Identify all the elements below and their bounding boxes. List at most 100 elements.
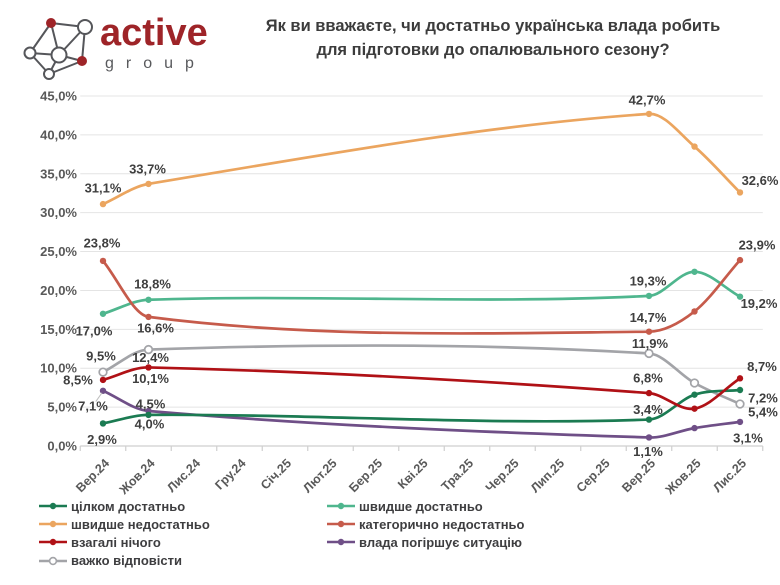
data-label: 31,1% bbox=[85, 181, 122, 196]
legend-label: влада погіршує ситуацію bbox=[359, 534, 522, 550]
data-point-marker bbox=[99, 376, 107, 384]
data-label: 14,7% bbox=[630, 310, 667, 325]
data-label: 3,1% bbox=[733, 430, 763, 445]
y-axis-label: 10,0% bbox=[40, 361, 77, 376]
data-point-marker bbox=[736, 293, 744, 300]
data-label: 7,1% bbox=[78, 398, 108, 413]
logo-sub-text: group bbox=[105, 55, 206, 72]
data-point-marker bbox=[644, 348, 654, 359]
data-label: 19,3% bbox=[630, 273, 667, 288]
legend-item: важко відповісти bbox=[38, 552, 210, 570]
logo-text: active group bbox=[100, 14, 208, 73]
y-axis-label: 45,0% bbox=[40, 88, 77, 103]
network-logo-icon bbox=[23, 18, 93, 80]
legend-label: швидше недостатньо bbox=[71, 516, 210, 532]
x-axis-label: Лис.25 bbox=[710, 456, 749, 495]
data-point-marker bbox=[691, 308, 698, 315]
data-point-marker bbox=[735, 399, 745, 409]
data-label: 8,7% bbox=[747, 359, 777, 374]
data-point-marker bbox=[691, 405, 698, 412]
data-point-marker bbox=[145, 411, 152, 419]
data-label: 12,4% bbox=[132, 350, 169, 365]
active-group-logo: active group bbox=[16, 6, 241, 88]
legend-column: цілком достатньо швидше недостатньо взагал… bbox=[38, 497, 210, 570]
data-label: 17,0% bbox=[76, 323, 113, 338]
x-axis-label: Лют.25 bbox=[300, 456, 339, 495]
y-axis-label: 40,0% bbox=[40, 127, 77, 142]
data-label: 23,8% bbox=[84, 235, 121, 250]
data-point-marker bbox=[145, 313, 152, 321]
data-label: 19,2% bbox=[741, 296, 778, 311]
legend-marker-icon bbox=[39, 539, 67, 546]
data-point-marker bbox=[99, 200, 107, 208]
legend-marker-icon bbox=[327, 521, 355, 528]
data-point-marker bbox=[145, 180, 152, 188]
data-point-marker bbox=[736, 418, 744, 426]
data-label: 10,1% bbox=[132, 371, 169, 386]
legend-marker-icon bbox=[39, 521, 67, 528]
y-axis-label: 5,0% bbox=[47, 400, 77, 415]
x-axis-label: Лис.24 bbox=[164, 456, 203, 495]
data-point-marker bbox=[645, 434, 653, 441]
y-axis-label: 30,0% bbox=[40, 205, 77, 220]
legend-item: категорично недостатньо bbox=[326, 515, 524, 533]
legend-label: цілком достатньо bbox=[71, 498, 186, 514]
data-label: 4,0% bbox=[135, 416, 165, 431]
data-label: 33,7% bbox=[129, 161, 166, 176]
data-point-marker bbox=[736, 386, 744, 394]
x-axis-label: Лип.25 bbox=[528, 456, 567, 495]
data-label: 11,9% bbox=[632, 336, 669, 351]
data-point-marker bbox=[99, 310, 107, 317]
data-point-marker bbox=[691, 268, 698, 275]
data-point-marker bbox=[645, 416, 653, 423]
label-leader-line bbox=[95, 392, 103, 402]
data-label: 6,8% bbox=[633, 371, 663, 386]
series-line bbox=[101, 112, 742, 206]
line-chart: 0,0% 5,0% 10,0% 15,0% 20,0% 25,0% 30,0% 35,0% 40… bbox=[40, 88, 779, 498]
data-point-marker bbox=[689, 378, 700, 388]
data-point-marker bbox=[99, 257, 107, 265]
legend-column: швидше достатньо категорично недостатньо в… bbox=[326, 497, 524, 552]
chart-title-line1: Як ви вважаєте, чи достатньо українська … bbox=[265, 17, 721, 35]
header: active group Як ви вважаєте, чи достатнь… bbox=[0, 0, 780, 92]
y-axis-label: 0,0% bbox=[47, 439, 77, 454]
data-point-marker bbox=[645, 389, 653, 397]
data-label: 9,5% bbox=[86, 349, 116, 364]
data-label: 5,4% bbox=[748, 404, 778, 419]
data-label: 18,8% bbox=[134, 276, 171, 291]
data-label: 16,6% bbox=[137, 320, 174, 335]
data-point-marker bbox=[99, 387, 107, 394]
data-point-marker bbox=[691, 391, 698, 398]
data-label: 23,9% bbox=[739, 238, 776, 253]
x-axis-label: Гру.24 bbox=[212, 456, 248, 492]
legend-item: влада погіршує ситуацію bbox=[326, 533, 524, 551]
x-axis-label: Жов.24 bbox=[116, 456, 158, 498]
data-point-marker bbox=[736, 375, 744, 382]
x-axis-label: Жов.25 bbox=[662, 456, 704, 498]
data-point-marker bbox=[645, 110, 653, 118]
y-axis-label: 25,0% bbox=[40, 244, 77, 259]
data-point-marker bbox=[645, 292, 653, 300]
legend-item: швидше недостатньо bbox=[38, 515, 210, 533]
data-point-marker bbox=[736, 256, 744, 264]
legend-item: взагалі нічого bbox=[38, 533, 210, 551]
x-axis-label: Тра.25 bbox=[439, 456, 477, 494]
data-point-marker bbox=[645, 328, 653, 335]
logo-brand-text: active bbox=[100, 12, 208, 54]
legend-label: категорично недостатньо bbox=[359, 516, 525, 532]
chart-title-line2: для підготовки до опалювального сезону? bbox=[316, 41, 670, 59]
x-axis-label: Сер.25 bbox=[574, 456, 613, 495]
legend-marker-icon bbox=[39, 556, 67, 565]
legend-item: цілком достатньо bbox=[38, 497, 210, 515]
data-point-marker bbox=[691, 143, 698, 150]
data-label: 7,2% bbox=[748, 390, 778, 405]
data-point-marker bbox=[145, 364, 152, 371]
data-point-marker bbox=[736, 189, 744, 196]
y-axis-label: 20,0% bbox=[40, 283, 77, 298]
x-axis-label: Кві.25 bbox=[395, 456, 431, 492]
data-point-marker bbox=[691, 424, 698, 432]
legend-marker-icon bbox=[327, 539, 355, 546]
y-axis-label: 35,0% bbox=[40, 166, 77, 181]
data-label: 42,7% bbox=[629, 92, 666, 107]
